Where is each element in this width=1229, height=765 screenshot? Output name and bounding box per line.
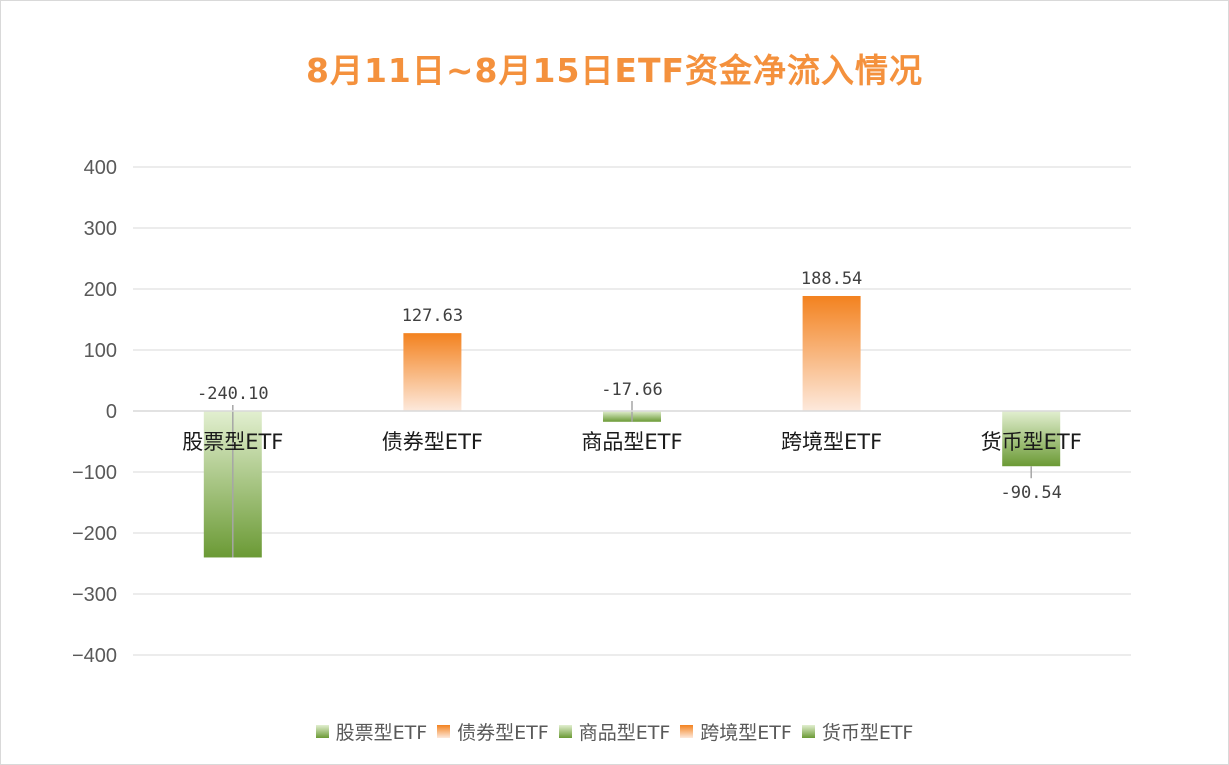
legend-label: 商品型ETF — [578, 722, 671, 744]
legend-swatch — [801, 725, 815, 738]
legend-item: 商品型ETF — [558, 718, 671, 745]
data-label: -90.54 — [1000, 483, 1061, 503]
legend-label: 货币型ETF — [821, 722, 914, 744]
legend-item: 股票型ETF — [315, 718, 428, 745]
y-tick-label: 300 — [84, 218, 117, 240]
x-tick-label: 商品型ETF — [581, 430, 682, 454]
legend-item: 债券型ETF — [437, 718, 549, 745]
legend-label: 债券型ETF — [457, 722, 549, 744]
data-label: 127.63 — [402, 306, 463, 326]
data-label: -17.66 — [601, 380, 662, 400]
y-tick-label: −400 — [72, 645, 117, 667]
x-tick-label: 股票型ETF — [182, 430, 283, 454]
legend-item: 跨境型ETF — [680, 718, 792, 745]
legend-swatch — [437, 725, 451, 738]
y-tick-label: 400 — [84, 157, 117, 179]
x-tick-label: 跨境型ETF — [781, 430, 882, 454]
y-tick-label: 200 — [84, 279, 117, 301]
data-label: -240.10 — [197, 384, 269, 404]
legend-swatch — [680, 725, 694, 738]
chart-title: 8月11日~8月15日ETF资金净流入情况 — [305, 51, 923, 90]
legend-item: 货币型ETF — [801, 718, 914, 745]
y-tick-label: −300 — [72, 584, 117, 606]
y-tick-label: −100 — [72, 462, 117, 484]
x-tick-label: 货币型ETF — [981, 430, 1082, 454]
y-tick-label: 100 — [84, 340, 117, 362]
bar — [1002, 411, 1061, 467]
bar — [403, 333, 462, 411]
bar — [802, 295, 861, 411]
legend-swatch — [558, 725, 572, 738]
chart-legend: 股票型ETF 债券型ETF 商品型ETF 跨境型ETF 货币型ETF — [0, 718, 1229, 745]
y-tick-label: 0 — [106, 401, 117, 423]
y-tick-label: −200 — [72, 523, 117, 545]
data-label: 188.54 — [801, 269, 862, 289]
legend-swatch — [315, 725, 329, 738]
legend-label: 股票型ETF — [335, 722, 428, 744]
x-tick-label: 债券型ETF — [382, 430, 483, 454]
legend-label: 跨境型ETF — [700, 722, 792, 744]
